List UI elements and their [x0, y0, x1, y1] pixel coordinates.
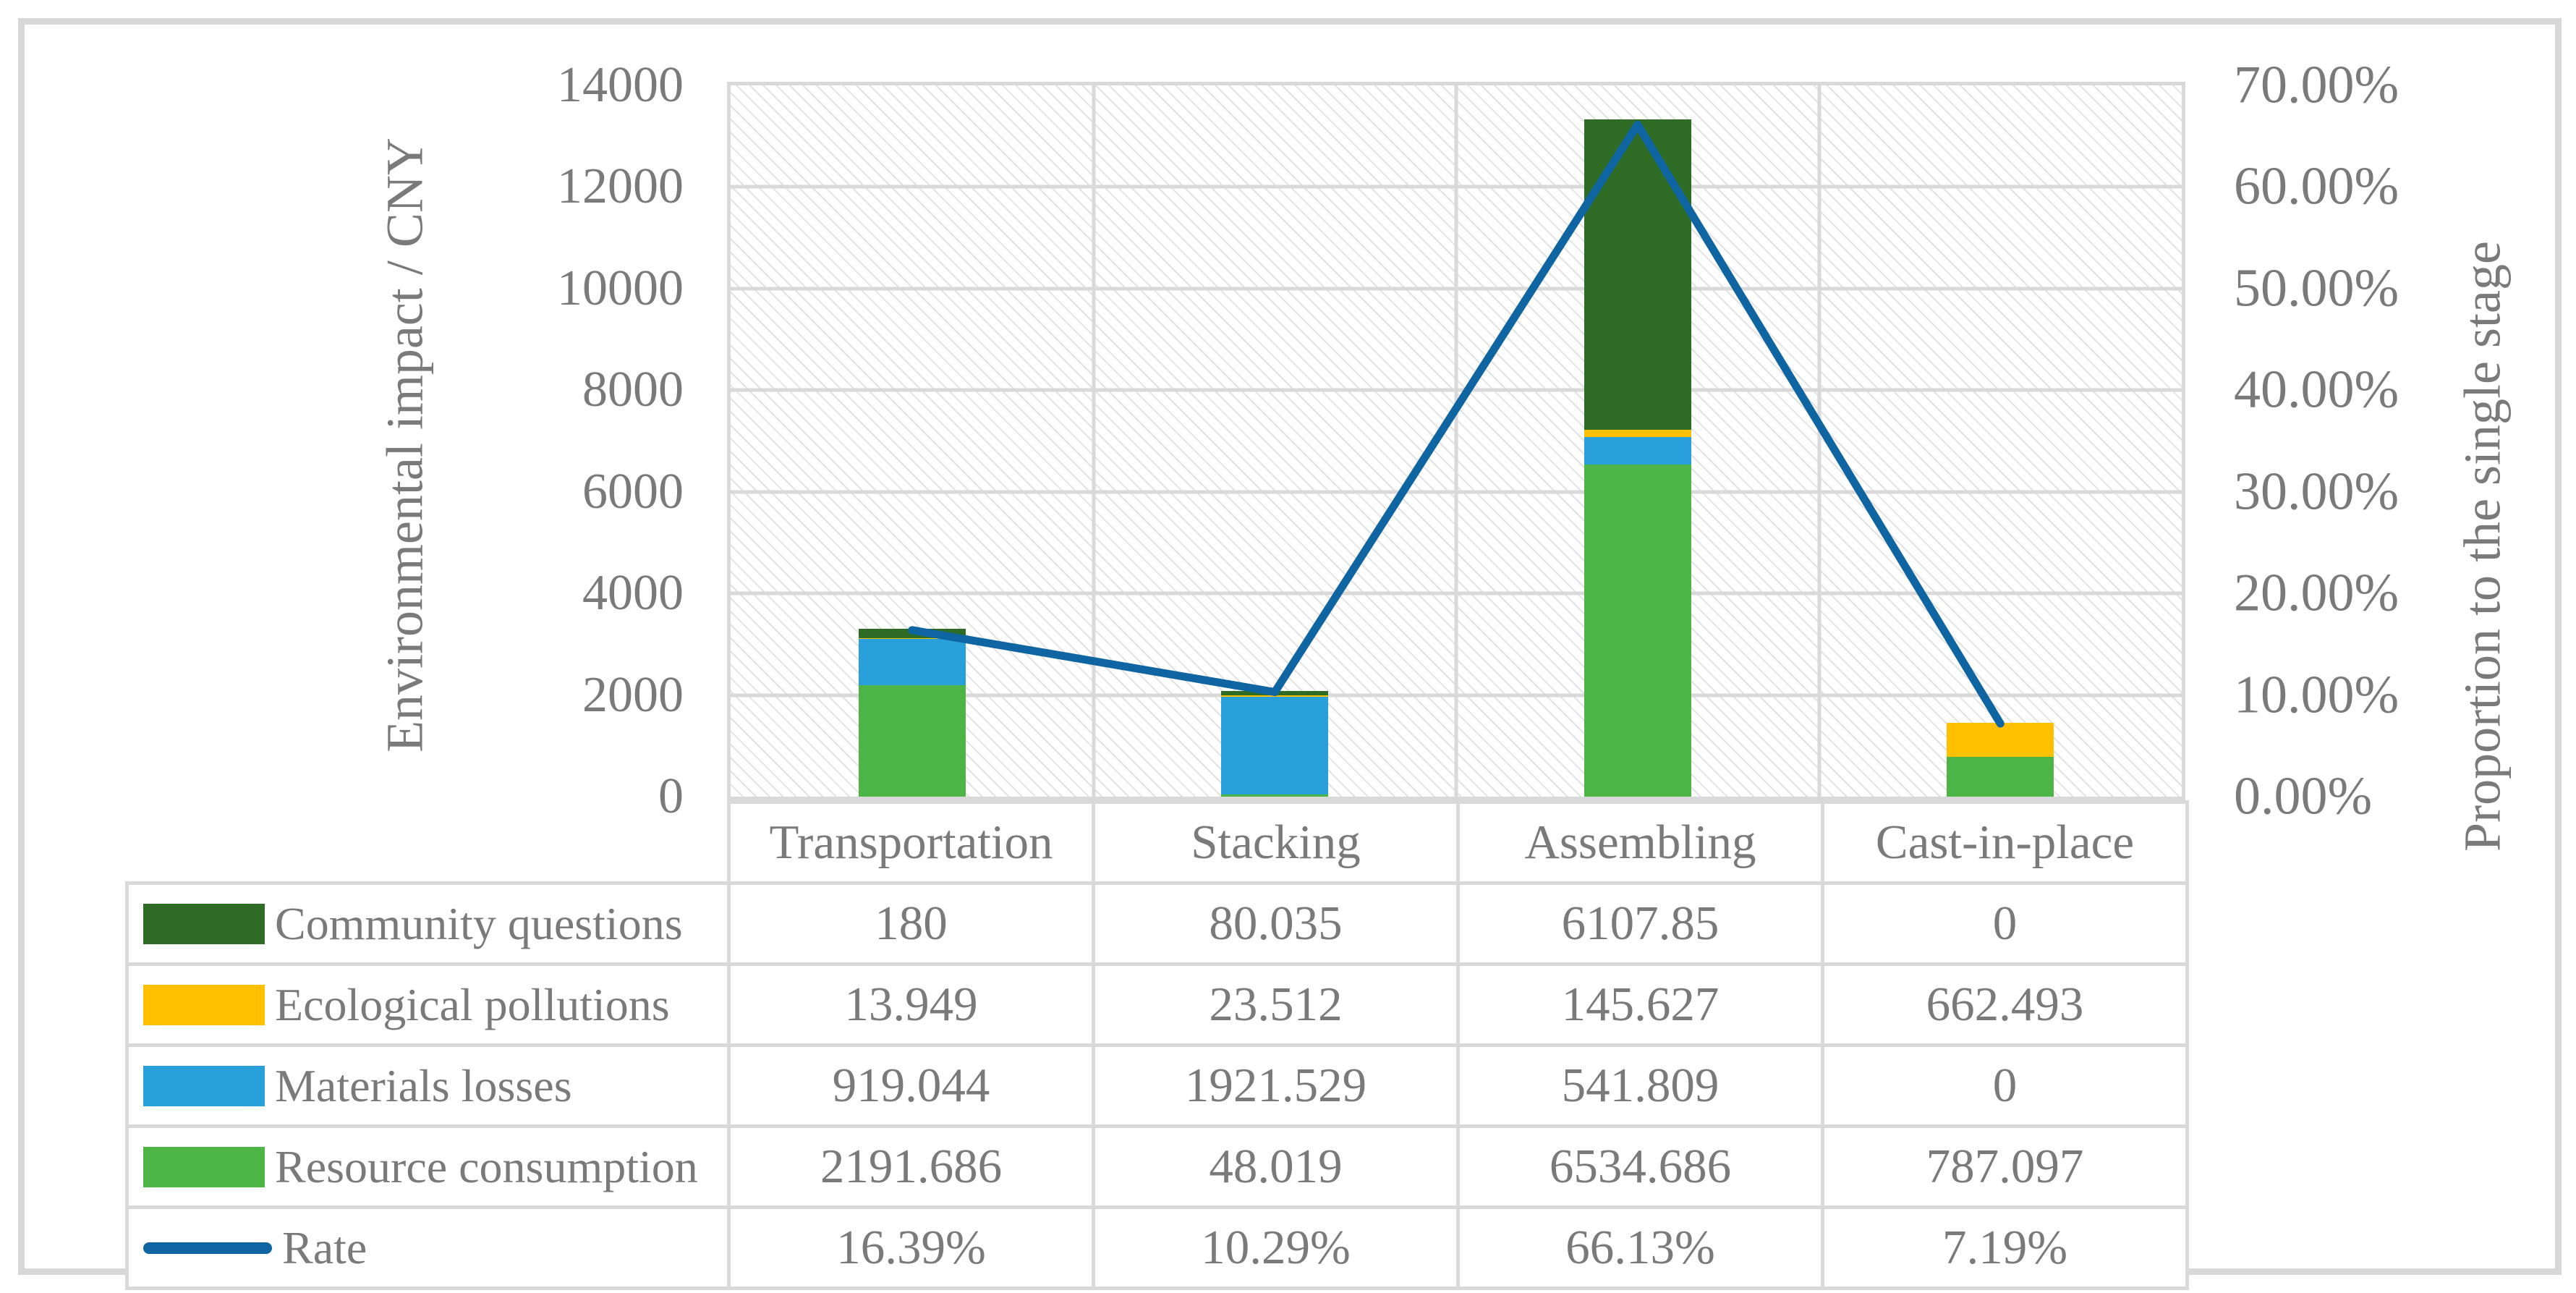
right-axis-tick-label: 40.00% [2234, 360, 2399, 420]
table-row: Ecological pollutions 13.949 23.512 145.627… [125, 962, 2189, 1047]
right-axis-tick-label: 50.00% [2234, 258, 2399, 318]
table-value-cell: 2191.686 [727, 1124, 1095, 1209]
table-value-cell: 145.627 [1456, 962, 1824, 1047]
table-header-row: Transportation Stacking Assembling Cast-in-… [127, 800, 2189, 885]
table-row: Community questions 180 80.035 6107.85 0 [125, 881, 2189, 966]
table-value-cell: 0 [1821, 881, 2189, 966]
legend-cell: Materials losses [125, 1043, 731, 1128]
table-value-cell: 6107.85 [1456, 881, 1824, 966]
table-value-cell: 10.29% [1092, 1205, 1460, 1290]
legend-label: Rate [282, 1221, 367, 1273]
bar-segment-materials-losses [858, 638, 966, 686]
bar-segment-ecological-pollutions [1584, 429, 1691, 438]
vertical-gridline [1454, 85, 1458, 797]
bar-segment-ecological-pollutions [858, 637, 966, 639]
table-value-cell: 919.044 [727, 1043, 1095, 1128]
legend-swatch-icon [143, 903, 265, 944]
legend-cell: Rate [125, 1205, 731, 1290]
legend-cell: Resource consumption [125, 1124, 731, 1209]
table-value-cell: 80.035 [1092, 881, 1460, 966]
legend-swatch-icon [143, 984, 265, 1025]
legend-line-key-icon [143, 1242, 272, 1254]
right-axis-tick-label: 0.00% [2234, 766, 2373, 826]
legend-cell: Community questions [125, 881, 731, 966]
plot-area [727, 82, 2185, 800]
bar-segment-resource-consumption [1947, 756, 2054, 797]
table-value-cell: 1921.529 [1092, 1043, 1460, 1128]
legend-label: Community questions [275, 897, 683, 949]
table-value-cell: 13.949 [727, 962, 1095, 1047]
table-value-cell: 0 [1821, 1043, 2189, 1128]
right-axis-ticks: 70.00% 60.00% 50.00% 40.00% 30.00% 20.00% 10.0… [2234, 56, 2538, 826]
left-axis-tick-label: 14000 [557, 57, 684, 113]
legend-label: Materials losses [275, 1059, 572, 1111]
legend-swatch-icon [143, 1065, 265, 1106]
left-axis-ticks: 14000 12000 10000 8000 6000 4000 2000 0 [427, 57, 684, 824]
rate-line [908, 120, 2005, 728]
table-value-cell: 7.19% [1821, 1205, 2189, 1290]
bar-segment-community-questions [1584, 119, 1691, 430]
left-axis-tick-label: 6000 [582, 463, 684, 520]
category-header: Stacking [1092, 800, 1460, 885]
left-axis-tick-label: 2000 [582, 666, 684, 723]
data-table: Transportation Stacking Assembling Cast-in-… [125, 800, 2189, 1290]
category-header: Assembling [1456, 800, 1824, 885]
right-axis-tick-label: 60.00% [2234, 156, 2399, 216]
bar-segment-materials-losses [1221, 696, 1329, 794]
table-value-cell: 787.097 [1821, 1124, 2189, 1209]
vertical-gridline [1092, 85, 1095, 797]
category-header: Transportation [727, 800, 1095, 885]
table-value-cell: 662.493 [1821, 962, 2189, 1047]
left-axis-tick-label: 8000 [582, 362, 684, 418]
plot-inner [731, 85, 2182, 797]
right-axis-tick-label: 20.00% [2234, 563, 2399, 623]
legend-swatch-icon [143, 1146, 265, 1187]
legend-label: Ecological pollutions [275, 978, 670, 1030]
category-header: Cast-in-place [1821, 800, 2189, 885]
left-axis-tick-label: 0 [658, 768, 684, 824]
table-value-cell: 180 [727, 881, 1095, 966]
table-row: Rate 16.39% 10.29% 66.13% 7.19% [125, 1205, 2189, 1290]
table-value-cell: 16.39% [727, 1205, 1095, 1290]
table-value-cell: 541.809 [1456, 1043, 1824, 1128]
left-axis-tick-label: 4000 [582, 565, 684, 622]
bar-segment-resource-consumption [1584, 465, 1691, 797]
table-corner-blank [127, 802, 729, 883]
bar-segment-resource-consumption [1221, 794, 1329, 797]
table-row: Materials losses 919.044 1921.529 541.809 0 [125, 1043, 2189, 1128]
legend-cell: Ecological pollutions [125, 962, 731, 1047]
bar-segment-materials-losses [1584, 437, 1691, 465]
right-axis-tick-label: 10.00% [2234, 665, 2399, 725]
vertical-gridline [1817, 85, 1821, 797]
bar-segment-resource-consumption [858, 685, 966, 797]
left-axis-tick-label: 10000 [557, 260, 684, 316]
table-row: Resource consumption 2191.686 48.019 6534.6… [125, 1124, 2189, 1209]
table-value-cell: 66.13% [1456, 1205, 1824, 1290]
table-value-cell: 48.019 [1092, 1124, 1460, 1209]
right-axis-tick-label: 30.00% [2234, 462, 2399, 522]
bar-segment-ecological-pollutions [1947, 723, 2054, 757]
legend-label: Resource consumption [275, 1140, 698, 1192]
table-value-cell: 6534.686 [1456, 1124, 1824, 1209]
right-axis-tick-label: 70.00% [2234, 55, 2399, 115]
table-value-cell: 23.512 [1092, 962, 1460, 1047]
left-axis-tick-label: 12000 [557, 158, 684, 215]
